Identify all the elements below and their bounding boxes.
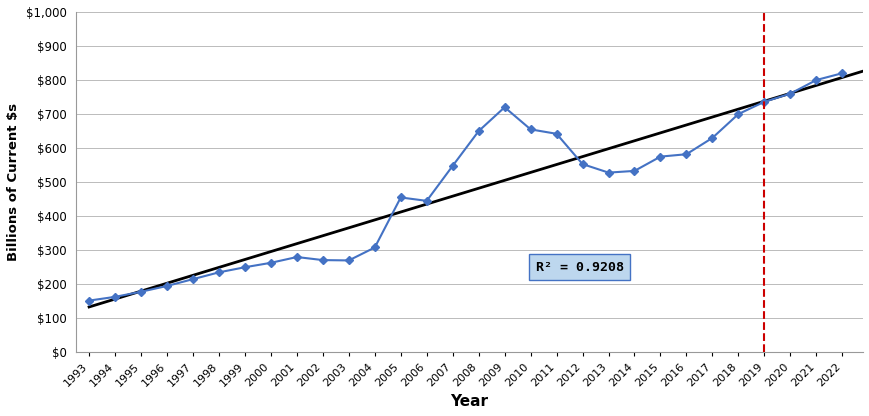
Y-axis label: Billions of Current $s: Billions of Current $s — [7, 103, 20, 261]
X-axis label: Year: Year — [450, 394, 488, 409]
Text: R² = 0.9208: R² = 0.9208 — [535, 261, 623, 274]
